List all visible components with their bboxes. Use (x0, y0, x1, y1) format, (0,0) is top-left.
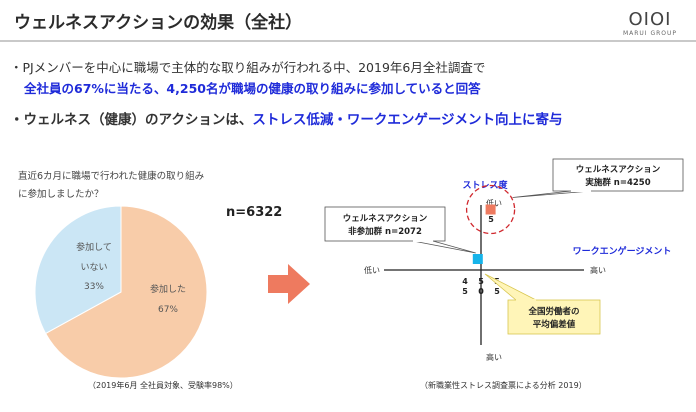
bullet-2-prefix: ・ウェルネス（健康）のアクションは、 (10, 112, 253, 128)
y-axis-low-label: 高い (486, 352, 502, 362)
pie-label-not-participated-1: 参加して (76, 241, 112, 253)
callout-non-participant-line-1: ウェルネスアクション (343, 213, 428, 224)
pie-label-not-participated-2: いない (80, 262, 107, 273)
callout-implemented-line-2: 実施群 n=4250 (585, 177, 650, 188)
pie-slice-not-participated (34, 205, 122, 335)
survey-question: 直近6カ月に職場で行われた健康の取り組み に参加しましたか？ (18, 168, 204, 204)
y-axis-title: ストレス度 (462, 179, 508, 191)
point-non-participant (472, 254, 483, 264)
x-axis-low-label: 低い (364, 265, 380, 275)
callout-non-participant-line-2: 非参加群 n=2072 (348, 226, 422, 237)
x-tick-label-50-a: 5 (478, 277, 484, 286)
survey-question-line-2: に参加しましたか？ (18, 189, 104, 200)
callout-average-box (507, 299, 601, 335)
callout-non-participant-pointer (412, 240, 476, 254)
pie-label-participated: 参加した (150, 283, 186, 295)
x-axis-title: ワークエンゲージメント (573, 245, 672, 257)
callout-average-pointer (484, 273, 537, 301)
callout-implemented-join (571, 190, 591, 192)
logo-subtext: MARUI GROUP (622, 30, 678, 37)
callout-implemented-box (552, 158, 684, 192)
pie-footnote: （2019年6月 全社員対象、受験率98%） (88, 381, 238, 390)
survey-question-line-1: 直近6カ月に職場で行われた健康の取り組み (18, 171, 205, 182)
arrow-icon (268, 264, 310, 304)
callout-average-line-1: 全国労働者の (527, 306, 579, 317)
x-tick-label-45-a: 4 (462, 277, 468, 286)
y-axis-high-label: 低い (486, 198, 502, 208)
bullet-2-emphasis: ストレス低減・ワークエンゲージメント向上に寄与 (252, 112, 563, 128)
callout-implemented-line-1: ウェルネスアクション (576, 164, 661, 175)
callout-non-participant-join (413, 240, 433, 242)
pie-value-participated: 67% (158, 305, 178, 315)
callout-non-participant-box (324, 206, 446, 242)
title-divider (0, 40, 696, 42)
quadrant-footnote: （新職業性ストレス調査票による分析 2019） (420, 381, 587, 390)
logo-mark: OIOI (628, 9, 672, 30)
point-implemented (485, 204, 496, 215)
x-tick-label-55-b: 5 (494, 287, 500, 296)
bullet-2: ・ウェルネス（健康）のアクションは、ストレス低減・ワークエンゲージメント向上に寄… (10, 108, 563, 128)
x-axis-high-label: 高い (590, 265, 606, 275)
x-tick-label-45-b: 5 (462, 287, 468, 296)
company-logo: OIOI MARUI GROUP (620, 9, 680, 38)
y-tick-label-55-b: 5 (488, 215, 494, 224)
sample-size-label: n=6322 (226, 205, 283, 220)
x-tick-label-50-b: 0 (478, 287, 484, 296)
callout-average-join (516, 299, 536, 301)
bullet-1-line-2: 全社員の67%に当たる、4,250名が職場の健康の取り組みに参加していると回答 (24, 81, 481, 96)
bullet-1-line-1: ・PJメンバーを中心に職場で主体的な取り組みが行われる中、2019年6月全社調査… (10, 60, 486, 75)
pie-value-not-participated: 33% (84, 282, 104, 292)
highlight-circle (465, 184, 516, 235)
callout-average-line-2: 平均偏差値 (533, 319, 576, 330)
page-title: ウェルネスアクションの効果（全社） (14, 13, 303, 33)
pie-slice-participated (44, 205, 208, 379)
